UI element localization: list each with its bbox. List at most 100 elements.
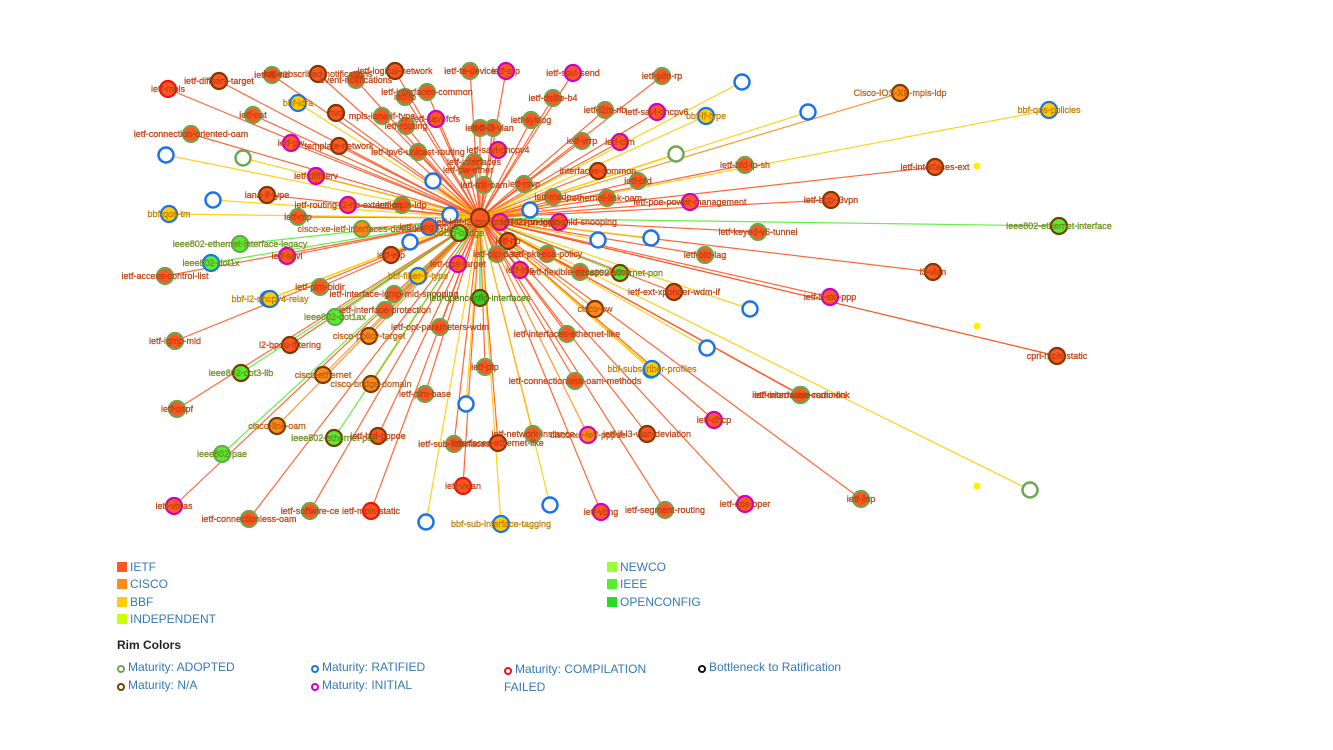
module-node[interactable] bbox=[326, 103, 346, 123]
module-node[interactable] bbox=[300, 501, 320, 521]
module-node[interactable] bbox=[537, 244, 557, 264]
module-node[interactable] bbox=[1039, 100, 1059, 120]
module-node[interactable] bbox=[408, 142, 428, 162]
legend-item-cisco[interactable]: CISCO bbox=[117, 577, 168, 591]
module-node[interactable] bbox=[748, 222, 768, 242]
module-node[interactable] bbox=[329, 136, 349, 156]
module-node[interactable] bbox=[735, 155, 755, 175]
module-node[interactable] bbox=[628, 171, 648, 191]
module-node[interactable] bbox=[372, 106, 392, 126]
module-node[interactable] bbox=[925, 157, 945, 177]
module-node[interactable] bbox=[165, 331, 185, 351]
module-node[interactable] bbox=[325, 307, 345, 327]
module-node[interactable] bbox=[578, 425, 598, 445]
module-node[interactable] bbox=[368, 426, 388, 446]
module-node[interactable] bbox=[923, 262, 943, 282]
module-node[interactable] bbox=[460, 61, 480, 81]
module-node[interactable] bbox=[313, 365, 333, 385]
module-node[interactable] bbox=[288, 207, 308, 227]
module-node[interactable] bbox=[588, 161, 608, 181]
module-node[interactable] bbox=[352, 219, 372, 239]
module-node[interactable] bbox=[381, 245, 401, 265]
module-node[interactable] bbox=[385, 61, 405, 81]
module-node[interactable] bbox=[543, 187, 563, 207]
module-node[interactable] bbox=[735, 494, 755, 514]
module-node[interactable] bbox=[475, 357, 495, 377]
hub-node[interactable] bbox=[469, 207, 491, 229]
module-node[interactable] bbox=[280, 335, 300, 355]
module-node[interactable] bbox=[209, 71, 229, 91]
module-node[interactable] bbox=[642, 359, 662, 379]
module-node[interactable] bbox=[799, 103, 817, 121]
module-node[interactable] bbox=[1047, 346, 1067, 366]
module-node[interactable] bbox=[458, 160, 478, 180]
module-node[interactable] bbox=[401, 233, 419, 251]
module-node[interactable] bbox=[474, 175, 494, 195]
module-node[interactable] bbox=[417, 513, 435, 531]
module-node[interactable] bbox=[288, 93, 308, 113]
module-node[interactable] bbox=[324, 428, 344, 448]
module-node[interactable] bbox=[359, 326, 379, 346]
module-node[interactable] bbox=[361, 374, 381, 394]
module-node[interactable] bbox=[655, 500, 675, 520]
module-node[interactable] bbox=[159, 204, 179, 224]
module-node[interactable] bbox=[543, 88, 563, 108]
module-node[interactable] bbox=[514, 174, 534, 194]
module-node[interactable] bbox=[230, 234, 250, 254]
module-node[interactable] bbox=[487, 244, 507, 264]
module-node[interactable] bbox=[696, 106, 716, 126]
module-node[interactable] bbox=[277, 246, 297, 266]
module-node[interactable] bbox=[231, 363, 251, 383]
module-node[interactable] bbox=[157, 146, 175, 164]
module-node[interactable] bbox=[212, 444, 232, 464]
rim-item-initial[interactable]: Maturity: INITIAL bbox=[311, 678, 412, 692]
module-node[interactable] bbox=[181, 124, 201, 144]
module-node[interactable] bbox=[973, 482, 981, 490]
module-node[interactable] bbox=[565, 371, 585, 391]
legend-item-newco[interactable]: NEWCO bbox=[607, 560, 666, 574]
module-node[interactable] bbox=[642, 229, 660, 247]
module-node[interactable] bbox=[392, 195, 412, 215]
module-node[interactable] bbox=[523, 424, 543, 444]
module-node[interactable] bbox=[572, 131, 592, 151]
module-node[interactable] bbox=[733, 73, 751, 91]
module-node[interactable] bbox=[267, 416, 287, 436]
module-node[interactable] bbox=[652, 66, 672, 86]
module-node[interactable] bbox=[167, 399, 187, 419]
module-node[interactable] bbox=[158, 79, 178, 99]
legend-item-ieee[interactable]: IEEE bbox=[607, 577, 647, 591]
module-node[interactable] bbox=[260, 289, 280, 309]
module-node[interactable] bbox=[346, 70, 366, 90]
module-node[interactable] bbox=[890, 83, 910, 103]
module-node[interactable] bbox=[498, 231, 518, 251]
module-node[interactable] bbox=[375, 300, 395, 320]
module-node[interactable] bbox=[239, 509, 259, 529]
module-node[interactable] bbox=[306, 166, 326, 186]
module-node[interactable] bbox=[610, 263, 630, 283]
module-node[interactable] bbox=[637, 424, 657, 444]
module-node[interactable] bbox=[664, 282, 684, 302]
module-node[interactable] bbox=[201, 253, 221, 273]
module-node[interactable] bbox=[470, 118, 490, 138]
module-node[interactable] bbox=[457, 395, 475, 413]
module-node[interactable] bbox=[257, 185, 277, 205]
module-node[interactable] bbox=[204, 191, 222, 209]
module-node[interactable] bbox=[821, 190, 841, 210]
module-node[interactable] bbox=[441, 206, 459, 224]
module-node[interactable] bbox=[470, 288, 490, 308]
module-node[interactable] bbox=[820, 287, 840, 307]
module-node[interactable] bbox=[338, 195, 358, 215]
module-node[interactable] bbox=[1021, 481, 1039, 499]
module-node[interactable] bbox=[243, 105, 263, 125]
module-node[interactable] bbox=[395, 87, 415, 107]
rim-item-ratified[interactable]: Maturity: RATIFIED bbox=[311, 660, 425, 674]
module-node[interactable] bbox=[698, 339, 716, 357]
module-node[interactable] bbox=[396, 116, 416, 136]
module-node[interactable] bbox=[281, 133, 301, 153]
module-node[interactable] bbox=[310, 277, 330, 297]
module-node[interactable] bbox=[695, 245, 715, 265]
module-node[interactable] bbox=[973, 162, 981, 170]
legend-item-independent[interactable]: INDEPENDENT bbox=[117, 612, 216, 626]
module-node[interactable] bbox=[704, 410, 724, 430]
dependency-graph[interactable]: ietf-mplsietf-diffserv-targetietf-fb-rib… bbox=[0, 0, 1333, 540]
